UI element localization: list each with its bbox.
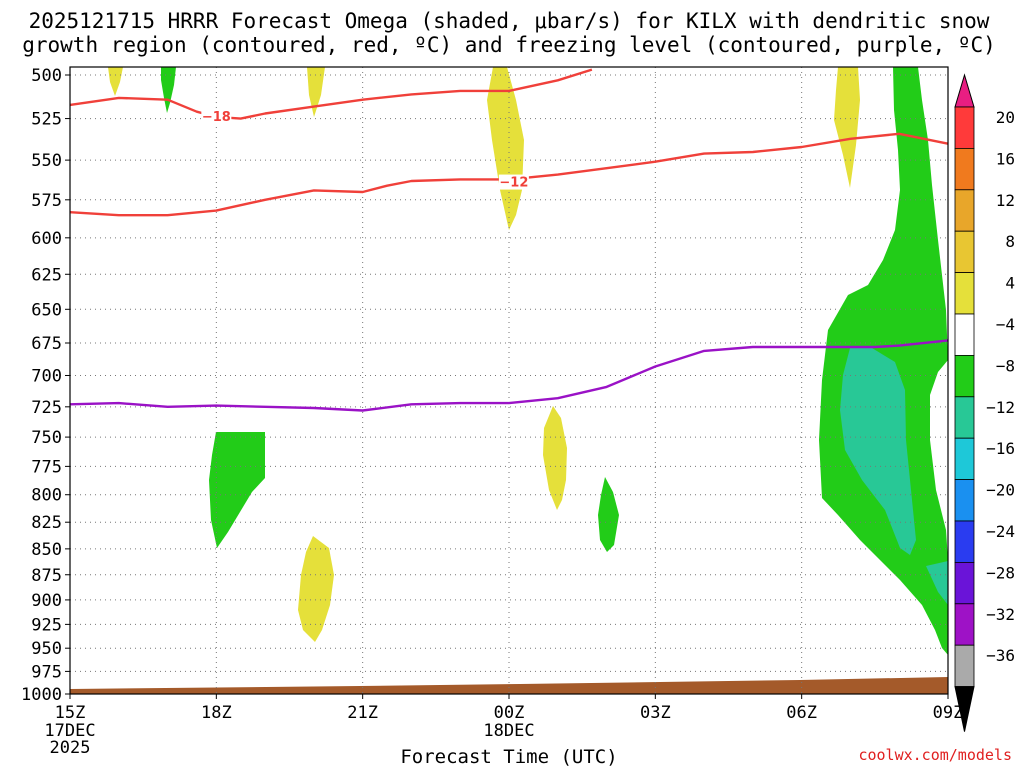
y-tick-label: 875 [31, 566, 62, 586]
contour-label-bg [201, 108, 232, 124]
omega-shade-green-top-left [161, 67, 176, 113]
colorbar-swatch [954, 479, 975, 522]
omega-shade-yellow-right-top [834, 67, 860, 188]
y-tick-label: 975 [31, 662, 62, 682]
x-tick-label: 21Z [347, 703, 378, 723]
y-tick-label: 700 [31, 366, 62, 386]
colorbar-label: −24 [986, 522, 1015, 541]
y-tick-label: 950 [31, 639, 62, 659]
colorbar-swatch [954, 644, 975, 688]
colorbar-swatch [954, 520, 975, 563]
y-tick-label: 725 [31, 398, 62, 418]
y-tick-label: 575 [31, 191, 62, 211]
colorbar-swatch [954, 354, 975, 398]
y-tick-label: 900 [31, 591, 62, 611]
colorbar-label: 12 [996, 191, 1015, 210]
chart-title-line1: 2025121715 HRRR Forecast Omega (shaded, … [29, 9, 990, 33]
contour-label: −12 [499, 176, 528, 191]
colorbar-label: 4 [1005, 274, 1015, 293]
colorbar-label: 16 [996, 149, 1015, 168]
x-tick-label: 18Z [201, 703, 232, 723]
x-tick-label: 09Z [933, 703, 964, 723]
y-tick-label: 775 [31, 457, 62, 477]
y-tick-label: 525 [31, 110, 62, 130]
colorbar-label: −20 [986, 481, 1015, 500]
x-tick-label: 06Z [786, 703, 817, 723]
omega-shade-green-small [598, 477, 619, 552]
colorbar-swatch [954, 562, 975, 605]
colorbar-top-arrow [954, 73, 975, 108]
y-tick-label: 550 [31, 151, 62, 171]
omega-shade-yellow-mid [543, 406, 567, 510]
x-tick-date-label: 2025 [50, 738, 91, 758]
x-tick-label: 00Z [494, 703, 525, 723]
colorbar-label: −8 [996, 356, 1015, 375]
contour-label: −18 [202, 110, 231, 125]
terrain-surface [70, 677, 948, 694]
omega-shade-yellow-top-2 [307, 67, 325, 117]
contour-freezing_level_0 [69, 339, 949, 412]
colorbar-swatch [954, 230, 975, 273]
colorbar-label: −12 [986, 398, 1015, 417]
colorbar-swatch [954, 396, 975, 439]
x-tick-label: 15Z [55, 703, 86, 723]
y-tick-label: 1000 [21, 685, 62, 705]
contour-label-bg [498, 174, 529, 190]
x-axis-label: Forecast Time (UTC) [400, 746, 617, 768]
contour-dgz_minus18 [69, 68, 593, 120]
colorbar-swatch [954, 437, 975, 481]
colorbar-swatch [954, 272, 975, 315]
omega-shade-teal-small [926, 561, 948, 605]
colorbar-label: −4 [996, 315, 1015, 334]
colorbar-label: −32 [986, 605, 1015, 624]
x-tick-label: 03Z [640, 703, 671, 723]
colorbar-label: 8 [1005, 232, 1015, 251]
colorbar-swatch [954, 147, 975, 191]
y-tick-label: 600 [31, 229, 62, 249]
colorbar: 20 16 12 8 4 −4 −8 −12 −16 −20 −24 −28 −32 −36 [954, 73, 1015, 732]
chart-title-line2: growth region (contoured, red, ºC) and f… [22, 33, 996, 57]
colorbar-label: 20 [996, 108, 1015, 127]
credit-link[interactable]: coolwx.com/models [858, 746, 1012, 764]
y-tick-label: 850 [31, 540, 62, 560]
omega-shade-green-left-mid [209, 432, 265, 548]
contour-dgz_minus12 [69, 132, 949, 217]
colorbar-label: −28 [986, 563, 1015, 582]
y-tick-label: 750 [31, 428, 62, 448]
colorbar-swatch [954, 189, 975, 232]
colorbar-swatch [954, 313, 975, 356]
y-tick-label: 925 [31, 615, 62, 635]
y-tick-label: 825 [31, 513, 62, 533]
omega-shade-teal-core [840, 348, 916, 555]
colorbar-label: −36 [986, 646, 1015, 665]
y-axis-ticks: 500 525 550 575 600 625 650 675 700 725 750 775 800 8… [21, 66, 70, 705]
x-tick-date-label: 17DEC [44, 721, 95, 741]
y-tick-label: 625 [31, 265, 62, 285]
y-tick-label: 650 [31, 300, 62, 320]
x-tick-date-label: 18DEC [483, 721, 534, 741]
colorbar-swatch [954, 106, 975, 149]
omega-shade-yellow-top-1 [108, 67, 123, 96]
contour-lines: −18 −12 [69, 68, 949, 412]
colorbar-bottom-arrow [954, 686, 975, 732]
omega-shade-yellow-bottom [298, 536, 334, 642]
y-tick-label: 675 [31, 334, 62, 354]
y-tick-label: 500 [31, 66, 62, 86]
colorbar-label: −16 [986, 439, 1015, 458]
colorbar-swatch [954, 603, 975, 646]
y-tick-label: 800 [31, 486, 62, 506]
omega-shading [70, 67, 948, 694]
